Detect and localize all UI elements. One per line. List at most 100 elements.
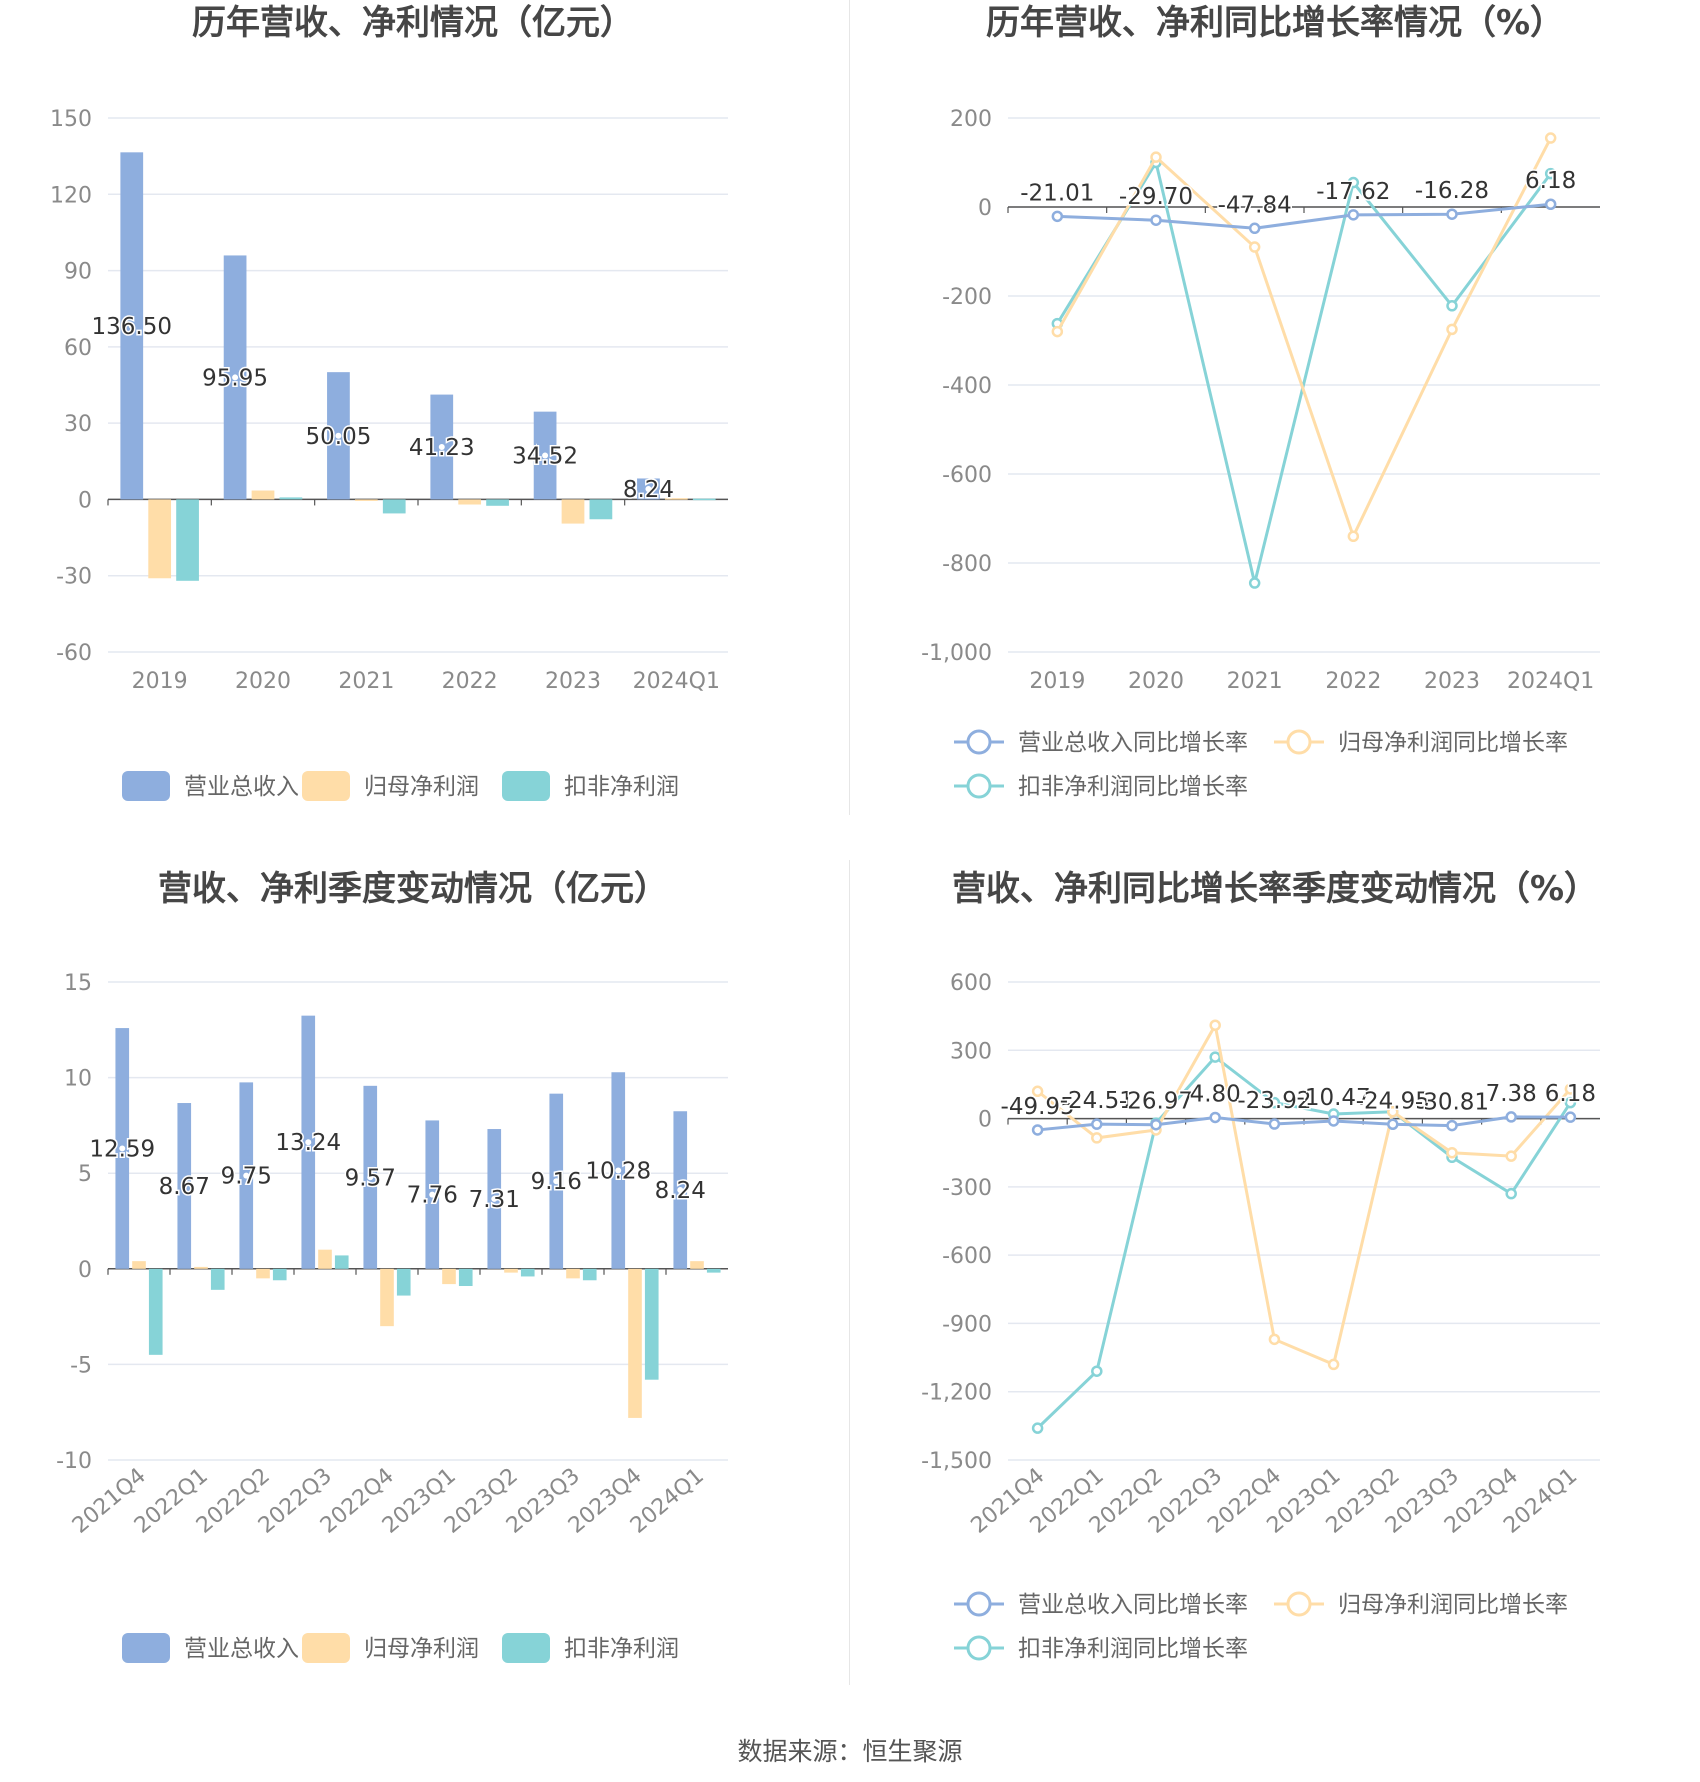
bar-2021Q4-s2	[148, 1268, 163, 1355]
bar-label-dot	[181, 1182, 188, 1189]
line-value-label: -49.95	[1001, 1094, 1075, 1120]
y-tick-label: 0	[978, 196, 992, 221]
legend-marker	[1286, 1591, 1312, 1617]
point-2023Q4-s2	[1505, 1187, 1517, 1200]
bar-2024Q1-s1	[690, 1261, 704, 1269]
x-tick-label: 2019	[132, 669, 188, 694]
bar-2023Q1-s2	[458, 1268, 473, 1287]
line-value-label: -21.01	[1020, 180, 1094, 206]
x-tick-label: 2020	[1128, 669, 1184, 694]
x-tick-label: 2019	[1029, 669, 1085, 694]
bar-value-label: 9.57	[345, 1165, 396, 1191]
y-tick-label: 90	[64, 260, 92, 285]
x-tick-label: 2024Q1	[633, 669, 720, 694]
line-value-label: -17.62	[1316, 179, 1390, 205]
bar-2023Q3-s2	[582, 1268, 597, 1281]
line-value-label: -10.47	[1297, 1085, 1371, 1111]
point-2023Q3-s1	[1446, 1146, 1458, 1159]
y-tick-label: 600	[950, 971, 992, 996]
bar-2020-s2	[279, 497, 303, 500]
line-series-0	[1057, 202, 1551, 230]
point-2023Q2-s0	[1387, 1118, 1399, 1131]
y-tick-label: -30	[56, 565, 92, 590]
point-2022Q3-s0	[1209, 1111, 1221, 1124]
legend-label: 营业总收入同比增长率	[1018, 730, 1248, 756]
y-tick-label: -600	[942, 1244, 992, 1269]
point-2020-s0	[1150, 214, 1162, 226]
x-tick-label: 2023	[545, 669, 601, 694]
bar-2023Q2-s1	[504, 1268, 518, 1273]
point-2023-s0	[1446, 208, 1458, 220]
y-tick-label: 150	[50, 107, 92, 132]
line-series-2	[1036, 1055, 1572, 1430]
point-2019-s1	[1051, 325, 1064, 338]
point-2024Q1-s0	[1564, 1111, 1577, 1123]
annual-growth-chart: 历年营收、净利同比增长率情况（%） 200 0 -200 -400 -600 -800 -1,…	[850, 0, 1700, 860]
y-tick-label: 120	[50, 183, 92, 208]
bar-value-label: 34.52	[512, 444, 578, 470]
bar-2023Q4-s2	[644, 1268, 659, 1380]
point-2024Q1-s2	[1564, 1096, 1577, 1109]
bar-2022Q2-s1	[256, 1268, 270, 1279]
quarterly-amount-svg: 营收、净利季度变动情况（亿元）151050-5-102021Q42022Q120…	[56, 869, 728, 1663]
y-tick-label: 15	[64, 971, 92, 996]
legend-label: 扣非净利润同比增长率	[1018, 774, 1248, 800]
x-tick-label: 2021	[1227, 669, 1283, 694]
bar-label-dot	[305, 1139, 312, 1146]
bar-2022Q2-s2	[272, 1268, 287, 1281]
line-value-label: -24.51	[1060, 1088, 1134, 1114]
bar-value-label: 10.28	[585, 1159, 651, 1185]
legend-label: 营业总收入	[184, 1636, 299, 1662]
bar-label-dot	[553, 1178, 560, 1185]
line-value-label: -29.70	[1119, 184, 1193, 210]
quarterly-growth-svg: 营收、净利同比增长率季度变动情况（%） 600 300 0 -300 -600 -900 -1…	[921, 869, 1600, 1662]
bar-label-dot	[128, 322, 135, 329]
bar-2022-s2	[486, 499, 509, 506]
y-tick-label: 300	[950, 1039, 992, 1064]
bar-value-label: 136.50	[92, 314, 172, 340]
bar-value-label: 13.24	[275, 1130, 341, 1156]
bar-2023Q4-s1	[628, 1268, 642, 1418]
point-2024Q1-s0	[1544, 198, 1557, 210]
line-value-label: -26.97	[1119, 1089, 1193, 1115]
bar-2022Q1-s2	[210, 1268, 225, 1290]
y-tick-label: -1,500	[921, 1449, 992, 1474]
annual-amount-chart: 历年营收、净利情况（亿元） 150 120 90 60 30 0 -30 -60 2019 2020…	[0, 0, 850, 860]
line-value-label: 4.80	[1190, 1081, 1241, 1107]
legend-swatch	[122, 771, 170, 801]
x-tick-label: 2024Q1	[1507, 669, 1594, 694]
chart-title: 历年营收、净利情况（亿元）	[192, 3, 634, 43]
legend-swatch	[122, 1633, 170, 1663]
bar-value-label: 95.95	[202, 365, 268, 391]
y-tick-label: -10	[56, 1449, 92, 1474]
bar-2023-s1	[561, 499, 585, 524]
bar-value-label: 41.23	[409, 435, 475, 461]
point-2022Q3-s2	[1209, 1051, 1221, 1063]
bar-label-dot	[429, 1191, 436, 1198]
point-2021-s1	[1248, 241, 1261, 253]
y-tick-label: -600	[942, 463, 992, 488]
line-value-label: -30.81	[1415, 1090, 1489, 1116]
data-source-note: 数据来源：恒生聚源	[737, 1737, 963, 1766]
line-series-2	[1056, 158, 1552, 584]
x-tick-label: 2022	[1325, 669, 1381, 694]
point-2022-s1	[1347, 530, 1360, 543]
bar-label-dot	[645, 485, 652, 492]
bar-label-dot	[367, 1174, 374, 1181]
legend-label: 归母净利润	[364, 1636, 479, 1662]
point-2021Q4-s1	[1031, 1085, 1044, 1098]
bar-value-label: 9.75	[221, 1164, 272, 1190]
bar-2023Q2-s2	[520, 1268, 535, 1277]
legend-swatch	[302, 1633, 350, 1663]
bar-2019-s2	[176, 499, 199, 581]
legend-swatch	[502, 771, 550, 801]
line-series-1	[1036, 1020, 1572, 1367]
line-series-1	[1056, 137, 1552, 541]
legend: 营业总收入 归母净利润 扣非净利润	[122, 1633, 679, 1663]
y-tick-label: 5	[78, 1162, 92, 1187]
point-2023Q4-s0	[1505, 1111, 1517, 1123]
bar-2023Q3-s1	[566, 1268, 580, 1279]
bar-value-label: 50.05	[306, 424, 372, 450]
point-2024Q1-s1	[1564, 1083, 1577, 1095]
